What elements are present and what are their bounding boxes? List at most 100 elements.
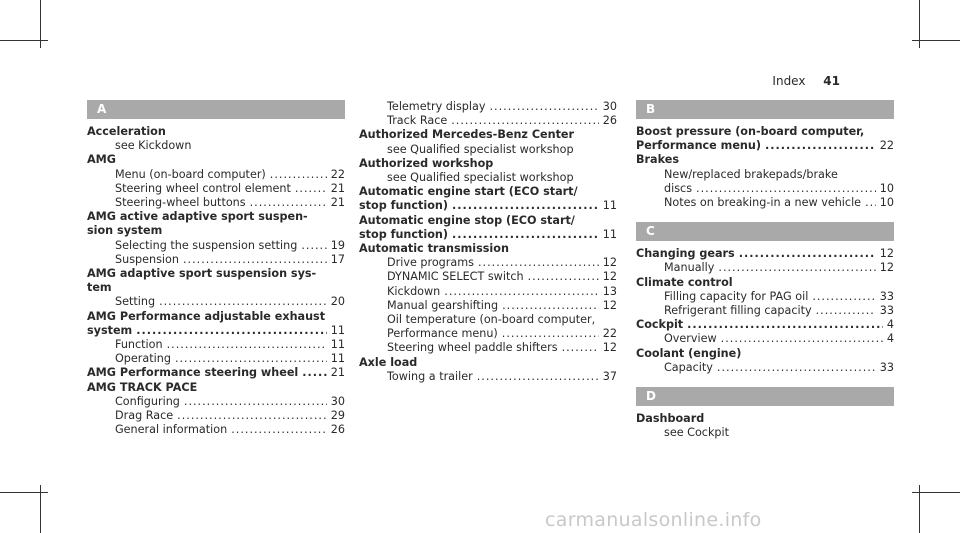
dot-leader xyxy=(717,361,876,375)
index-heading: AMG xyxy=(87,153,116,167)
watermark: carmanualsonline.info xyxy=(545,509,762,531)
index-entry[interactable]: Performance menu) 22 xyxy=(359,327,617,341)
entry-label: Telemetry display xyxy=(387,100,486,113)
entry-label: Kickdown xyxy=(387,284,441,298)
dot-leader xyxy=(478,256,599,270)
index-entry[interactable]: Steering wheel paddle shifters 12 xyxy=(359,341,617,355)
index-entry[interactable]: Steering wheel control element 21 xyxy=(87,182,345,196)
page-ref: 10 xyxy=(879,196,894,210)
entry-label: AMG Performance steering wheel xyxy=(87,366,299,380)
index-letter-heading: B xyxy=(636,100,894,119)
index-entry[interactable]: AMG Performance steering wheel 21 xyxy=(87,366,345,380)
dot-leader xyxy=(250,196,327,210)
entry-label: Configuring xyxy=(115,394,180,408)
index-entry[interactable]: Operating 11 xyxy=(87,352,345,366)
crop-mark xyxy=(912,492,960,493)
dot-leader xyxy=(816,304,876,318)
index-entry[interactable]: Menu (on-board computer) 22 xyxy=(87,168,345,182)
index-entry[interactable]: Changing gears 12 xyxy=(636,247,894,261)
dot-leader xyxy=(721,332,883,346)
entry-label: Track Race xyxy=(387,114,448,128)
index-subentry: see Kickdown xyxy=(115,139,192,153)
index-entry[interactable]: Kickdown 13 xyxy=(359,285,617,299)
page-ref: 10 xyxy=(879,181,894,195)
index-letter-heading: D xyxy=(636,387,894,407)
page-ref: 13 xyxy=(602,284,617,298)
index-letter-heading: C xyxy=(636,222,894,242)
page-ref: 11 xyxy=(330,352,345,366)
dot-leader xyxy=(295,182,327,196)
index-entry[interactable]: Cockpit 4 xyxy=(636,318,894,332)
entry-label: Steering wheel paddle shifters xyxy=(387,341,558,355)
index-entry[interactable]: Track Race 26 xyxy=(359,114,617,128)
entry-label: Towing a trailer xyxy=(387,369,473,383)
index-entry[interactable]: Overview 4 xyxy=(636,332,894,346)
index-entry[interactable]: stop function) 11 xyxy=(359,199,617,213)
page-ref: 26 xyxy=(330,423,345,437)
dot-leader xyxy=(177,409,327,423)
index-heading: tem xyxy=(87,281,112,295)
page-ref: 30 xyxy=(602,100,617,113)
page-ref: 12 xyxy=(879,261,894,275)
index-entry[interactable]: Filling capacity for PAG oil 33 xyxy=(636,290,894,304)
dot-leader xyxy=(562,341,599,355)
index-entry[interactable]: Performance menu) 22 xyxy=(636,139,894,153)
page-header: Index 41 xyxy=(772,74,840,88)
dot-leader xyxy=(452,199,599,213)
dot-leader xyxy=(502,327,599,341)
page-ref: 12 xyxy=(879,247,894,261)
entry-label: Function xyxy=(115,338,163,352)
dot-leader xyxy=(167,338,327,352)
page-ref: 11 xyxy=(602,227,617,241)
index-entry[interactable]: Selecting the suspension setting 19 xyxy=(87,239,345,253)
dot-leader xyxy=(739,247,876,261)
crop-mark xyxy=(40,0,41,48)
index-entry[interactable]: Drive programs 12 xyxy=(359,256,617,270)
entry-label: system xyxy=(87,323,133,337)
page-ref: 37 xyxy=(602,369,617,383)
entry-label: Cockpit xyxy=(636,318,684,332)
entry-label: General information xyxy=(115,423,228,437)
index-heading: Automatic transmission xyxy=(359,242,509,256)
index-entry[interactable]: Drag Race 29 xyxy=(87,409,345,423)
page-ref: 22 xyxy=(602,327,617,341)
dot-leader xyxy=(765,139,876,153)
index-heading: AMG adaptive sport suspension sys- xyxy=(87,267,317,281)
dot-leader xyxy=(502,299,599,313)
entry-label: Changing gears xyxy=(636,247,735,261)
index-entry[interactable]: stop function) 11 xyxy=(359,228,617,242)
dot-leader xyxy=(136,324,327,338)
index-column-1: A Acceleration see Kickdown AMG Menu (on-boa… xyxy=(87,100,345,437)
index-subentry: see Qualified specialist workshop xyxy=(387,171,574,185)
index-entry[interactable]: Manually 12 xyxy=(636,261,894,275)
entry-label: Drive programs xyxy=(387,256,474,270)
index-entry[interactable]: Suspension 17 xyxy=(87,253,345,267)
index-entry[interactable]: Manual gearshifting 12 xyxy=(359,299,617,313)
entry-label: stop function) xyxy=(359,227,448,241)
index-entry[interactable]: discs 10 xyxy=(636,182,894,196)
page-ref: 26 xyxy=(602,114,617,128)
index-entry[interactable]: Setting 20 xyxy=(87,295,345,309)
index-subentry: see Qualified specialist workshop xyxy=(387,142,574,156)
index-entry[interactable]: Function 11 xyxy=(87,338,345,352)
index-entry[interactable]: Telemetry display 30 xyxy=(359,100,617,114)
index-column-2: Telemetry display 30 Track Race 26 Authorize… xyxy=(359,100,617,384)
page-ref: 33 xyxy=(879,304,894,318)
index-entry[interactable]: Configuring 30 xyxy=(87,395,345,409)
index-entry[interactable]: system 11 xyxy=(87,324,345,338)
page-ref: 21 xyxy=(330,366,345,380)
index-entry[interactable]: Refrigerant filling capacity 33 xyxy=(636,304,894,318)
entry-label: Performance menu) xyxy=(387,327,498,341)
entry-label: Filling capacity for PAG oil xyxy=(664,289,809,303)
entry-label: stop function) xyxy=(359,199,448,213)
index-entry[interactable]: General information 26 xyxy=(87,423,345,437)
index-entry[interactable]: Towing a trailer 37 xyxy=(359,370,617,384)
dot-leader xyxy=(528,270,599,284)
page-ref: 12 xyxy=(602,298,617,312)
index-entry[interactable]: Steering-wheel buttons 21 xyxy=(87,196,345,210)
index-entry[interactable]: Notes on breaking-in a new vehicle 10 xyxy=(636,196,894,210)
crop-mark xyxy=(40,485,41,533)
dot-leader xyxy=(696,182,876,196)
index-entry[interactable]: Capacity 33 xyxy=(636,361,894,375)
index-entry[interactable]: DYNAMIC SELECT switch 12 xyxy=(359,270,617,284)
